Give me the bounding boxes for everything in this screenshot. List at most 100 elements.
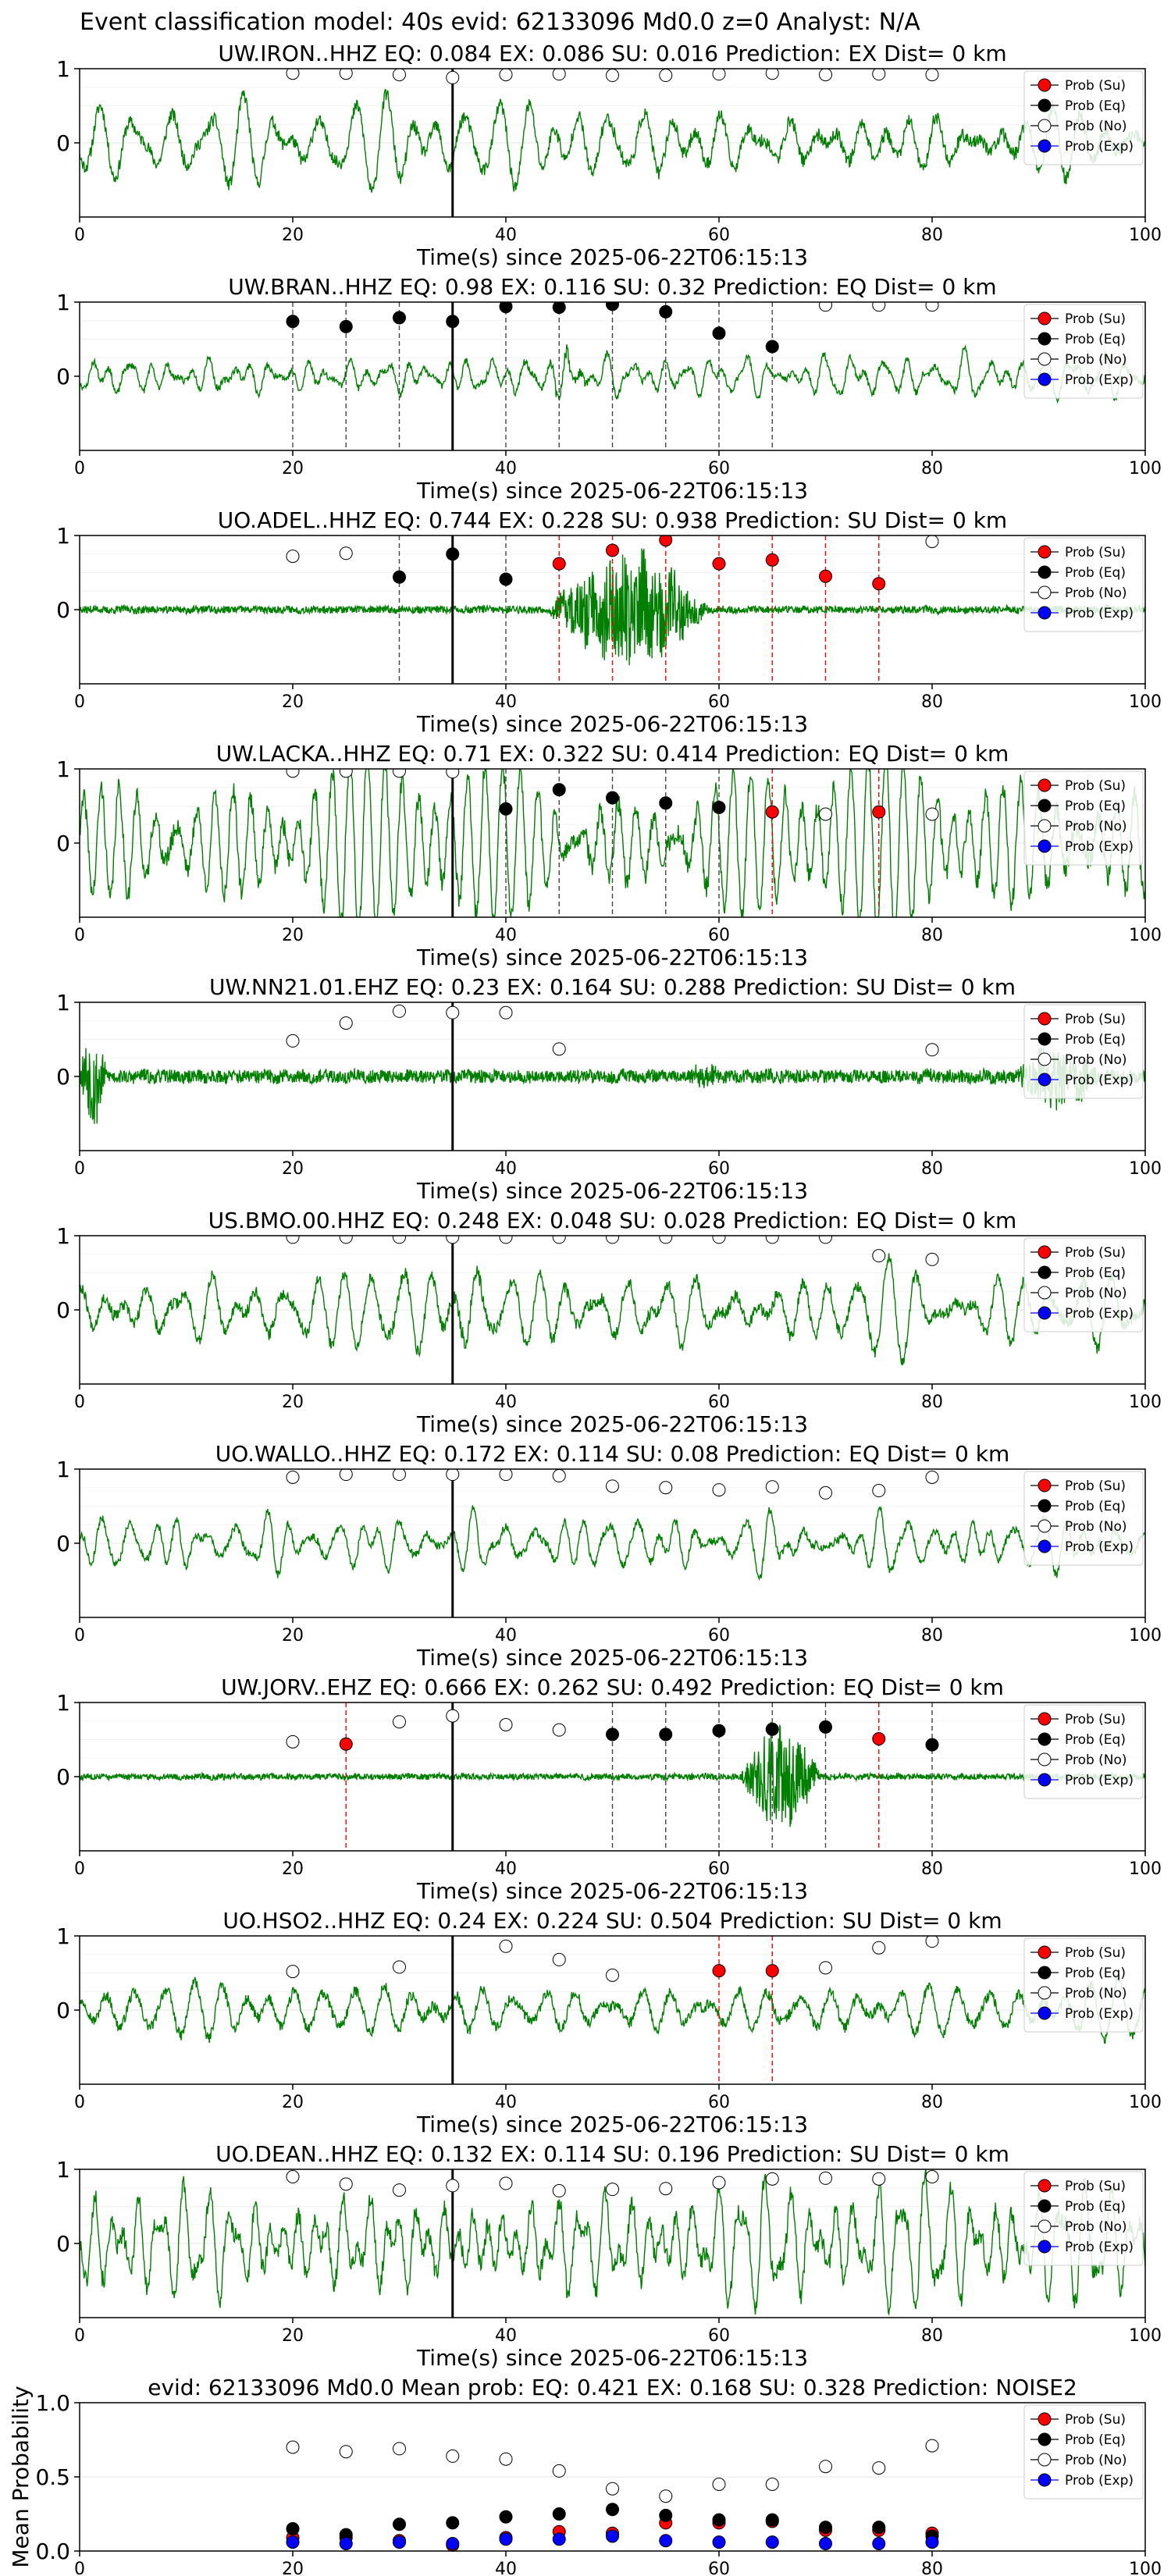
panel-uo.dean..hhz: UO.DEAN..HHZ EQ: 0.132 EX: 0.114 SU: 0.1… bbox=[56, 2141, 1162, 2371]
mean-marker-exp bbox=[339, 2537, 353, 2550]
prob-marker-su bbox=[819, 569, 832, 583]
prob-marker-no bbox=[393, 2183, 406, 2197]
mean-marker-no bbox=[712, 2478, 726, 2491]
legend-label-su: Prob (Su) bbox=[1065, 78, 1126, 94]
prob-marker-no bbox=[286, 1236, 300, 1244]
prob-marker-eq bbox=[606, 302, 619, 311]
prob-marker-no bbox=[339, 546, 353, 560]
legend-marker-no bbox=[1038, 819, 1052, 833]
axes-frame bbox=[79, 68, 1146, 218]
legend-marker-exp bbox=[1038, 1773, 1052, 1787]
prob-marker-no bbox=[499, 1718, 513, 1731]
waveform-group bbox=[80, 769, 1145, 917]
prob-marker-no bbox=[712, 1236, 726, 1244]
prob-marker-no bbox=[552, 1952, 566, 1966]
y-tick-label: 0 bbox=[56, 2231, 70, 2257]
legend-label-eq: Prob (Eq) bbox=[1065, 98, 1126, 114]
x-tick-label: 100 bbox=[1129, 926, 1162, 945]
legend-marker-eq bbox=[1038, 1732, 1052, 1746]
axes-frame bbox=[79, 768, 1146, 918]
legend-marker-no bbox=[1038, 1519, 1052, 1533]
mean-marker-exp bbox=[872, 2537, 886, 2550]
axes-frame bbox=[79, 1935, 1146, 2085]
x-tick-label: 80 bbox=[921, 1159, 943, 1179]
legend-label-eq: Prob (Eq) bbox=[1065, 1966, 1126, 1981]
panel-title: UW.JORV..EHZ EQ: 0.666 EX: 0.262 SU: 0.4… bbox=[221, 1674, 1004, 1700]
prob-marker-no bbox=[286, 550, 300, 564]
axes-frame bbox=[79, 1235, 1146, 1385]
y-tick-label: 1 bbox=[56, 56, 70, 82]
legend-marker-eq bbox=[1038, 2432, 1052, 2446]
waveform-trace bbox=[80, 2169, 1145, 2316]
prob-marker-no bbox=[286, 2170, 300, 2183]
legend-box bbox=[1023, 1237, 1144, 1332]
x-tick-label: 80 bbox=[921, 226, 943, 245]
legend-marker-su bbox=[1038, 311, 1052, 326]
prob-marker-no bbox=[499, 1469, 513, 1482]
prob-marker-no bbox=[446, 1005, 460, 1019]
mean-marker-eq bbox=[393, 2517, 406, 2532]
x-tick-label: 40 bbox=[495, 692, 517, 712]
mean-marker-no bbox=[446, 2449, 460, 2463]
legend-label-su: Prob (Su) bbox=[1065, 311, 1126, 327]
x-tick-label: 20 bbox=[282, 2560, 304, 2576]
panel-title: UW.LACKA..HHZ EQ: 0.71 EX: 0.322 SU: 0.4… bbox=[216, 741, 1009, 767]
legend-label-exp: Prob (Exp) bbox=[1065, 2006, 1134, 2022]
prob-marker-no bbox=[552, 1236, 566, 1244]
prob-marker-eq bbox=[659, 796, 673, 810]
legend-label-su: Prob (Su) bbox=[1065, 1478, 1126, 1494]
x-tick-label: 80 bbox=[921, 926, 943, 945]
prob-marker-no bbox=[339, 1469, 353, 1482]
x-tick-label: 80 bbox=[921, 459, 943, 479]
prob-marker-eq bbox=[606, 791, 619, 805]
waveform-trace bbox=[80, 548, 1145, 666]
x-tick-label: 0 bbox=[74, 1159, 85, 1179]
prob-marker-no bbox=[872, 1249, 886, 1263]
legend-box bbox=[1023, 2404, 1144, 2500]
mean-marker-no bbox=[499, 2452, 513, 2466]
legend-label-exp: Prob (Exp) bbox=[1065, 1539, 1134, 1555]
waveform-group bbox=[80, 2169, 1145, 2318]
prob-marker-no bbox=[872, 1484, 886, 1498]
mean-marker-no bbox=[819, 2460, 832, 2474]
prob-marker-no bbox=[712, 2176, 726, 2190]
legend-marker-su bbox=[1038, 2412, 1052, 2426]
prob-marker-no bbox=[712, 69, 726, 81]
legend-box bbox=[1023, 2171, 1144, 2266]
prob-marker-no bbox=[872, 302, 886, 312]
x-tick-label: 20 bbox=[282, 1393, 304, 1412]
legend-marker-no bbox=[1038, 1286, 1052, 1300]
prob-marker-su bbox=[765, 553, 779, 567]
x-tick-label: 60 bbox=[708, 926, 730, 945]
prob-marker-eq bbox=[712, 326, 726, 340]
x-tick-label: 20 bbox=[282, 2093, 304, 2112]
x-tick-label: 60 bbox=[708, 1159, 730, 1179]
prob-marker-no bbox=[659, 69, 673, 83]
legend-marker-eq bbox=[1038, 1032, 1052, 1046]
axes-frame bbox=[79, 301, 1146, 451]
axes-frame bbox=[79, 2402, 1146, 2552]
y-tick-label: 0.0 bbox=[35, 2539, 70, 2564]
prob-marker-eq bbox=[286, 315, 300, 329]
prob-marker-no bbox=[446, 70, 460, 84]
legend-box bbox=[1023, 1004, 1144, 1099]
waveform-trace bbox=[80, 88, 1145, 193]
prob-marker-no bbox=[339, 69, 353, 80]
mean-marker-no bbox=[872, 2461, 886, 2475]
prob-marker-no bbox=[393, 1715, 406, 1729]
legend-label-su: Prob (Su) bbox=[1065, 778, 1126, 794]
x-tick-label: 40 bbox=[495, 1159, 517, 1179]
legend-label-exp: Prob (Exp) bbox=[1065, 1073, 1134, 1088]
x-tick-label: 100 bbox=[1129, 1626, 1162, 1646]
x-tick-label: 60 bbox=[708, 1626, 730, 1646]
mean-marker-eq bbox=[606, 2503, 619, 2517]
legend-marker-eq bbox=[1038, 1499, 1052, 1513]
waveform-group bbox=[80, 69, 1145, 217]
prob-marker-eq bbox=[393, 570, 406, 584]
legend-marker-exp bbox=[1038, 2006, 1052, 2020]
x-tick-label: 100 bbox=[1129, 1159, 1162, 1179]
mean-marker-exp bbox=[446, 2537, 460, 2550]
legend-label-exp: Prob (Exp) bbox=[1065, 2473, 1134, 2489]
x-tick-label: 40 bbox=[495, 2560, 517, 2576]
legend-marker-su bbox=[1038, 1478, 1052, 1493]
